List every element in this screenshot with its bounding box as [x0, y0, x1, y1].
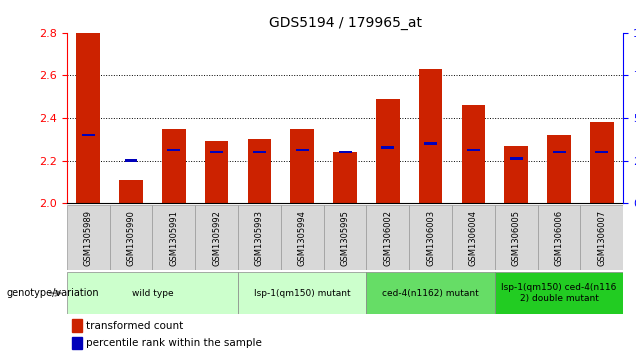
Bar — [119, 180, 142, 203]
Bar — [238, 272, 366, 314]
Bar — [553, 151, 565, 154]
Bar — [409, 205, 452, 270]
Text: percentile rank within the sample: percentile rank within the sample — [86, 338, 262, 348]
Bar — [281, 205, 324, 270]
Text: GSM1306003: GSM1306003 — [426, 210, 435, 266]
Bar — [125, 159, 137, 162]
Bar — [162, 129, 186, 203]
Bar — [324, 205, 366, 270]
Bar — [291, 129, 314, 203]
Bar — [510, 157, 523, 160]
Text: GSM1306006: GSM1306006 — [555, 210, 563, 266]
Bar — [467, 148, 480, 151]
Text: lsp-1(qm150) ced-4(n116
2) double mutant: lsp-1(qm150) ced-4(n116 2) double mutant — [501, 284, 617, 303]
Text: GSM1306005: GSM1306005 — [512, 210, 521, 266]
Bar — [76, 33, 100, 203]
Text: GSM1305994: GSM1305994 — [298, 210, 307, 266]
Bar — [73, 337, 83, 349]
Bar — [424, 142, 437, 145]
Bar — [205, 142, 228, 203]
Bar — [238, 205, 281, 270]
Bar — [81, 134, 95, 136]
Bar — [333, 152, 357, 203]
Bar — [366, 205, 409, 270]
Text: GSM1306007: GSM1306007 — [597, 210, 606, 266]
Bar — [67, 272, 238, 314]
Text: GSM1305989: GSM1305989 — [84, 210, 93, 266]
Bar — [382, 146, 394, 149]
Bar — [247, 139, 271, 203]
Bar — [595, 151, 609, 154]
Text: genotype/variation: genotype/variation — [6, 288, 99, 298]
Bar — [167, 148, 180, 151]
Text: lsp-1(qm150) mutant: lsp-1(qm150) mutant — [254, 289, 350, 298]
Text: ced-4(n1162) mutant: ced-4(n1162) mutant — [382, 289, 479, 298]
Bar — [153, 205, 195, 270]
Text: GSM1305992: GSM1305992 — [212, 210, 221, 266]
Bar — [338, 151, 352, 154]
Text: GSM1306002: GSM1306002 — [384, 210, 392, 266]
Bar — [495, 205, 537, 270]
Text: transformed count: transformed count — [86, 321, 184, 331]
Text: wild type: wild type — [132, 289, 173, 298]
Bar — [452, 205, 495, 270]
Bar — [548, 135, 571, 203]
Bar — [195, 205, 238, 270]
Bar — [366, 272, 495, 314]
Text: GSM1305995: GSM1305995 — [340, 210, 350, 266]
Bar — [581, 205, 623, 270]
Text: GSM1305990: GSM1305990 — [127, 210, 135, 266]
Title: GDS5194 / 179965_at: GDS5194 / 179965_at — [268, 16, 422, 30]
Bar — [210, 151, 223, 154]
Text: GSM1305993: GSM1305993 — [255, 210, 264, 266]
Bar — [590, 122, 614, 203]
Bar — [253, 151, 266, 154]
Bar — [537, 205, 581, 270]
Text: GSM1305991: GSM1305991 — [169, 210, 178, 266]
Text: GSM1306004: GSM1306004 — [469, 210, 478, 266]
Bar — [109, 205, 153, 270]
Bar — [495, 272, 623, 314]
Bar — [67, 205, 109, 270]
Bar — [419, 69, 443, 203]
Bar — [504, 146, 528, 203]
Bar — [73, 319, 83, 332]
Bar — [376, 99, 399, 203]
Bar — [462, 105, 485, 203]
Bar — [296, 148, 308, 151]
